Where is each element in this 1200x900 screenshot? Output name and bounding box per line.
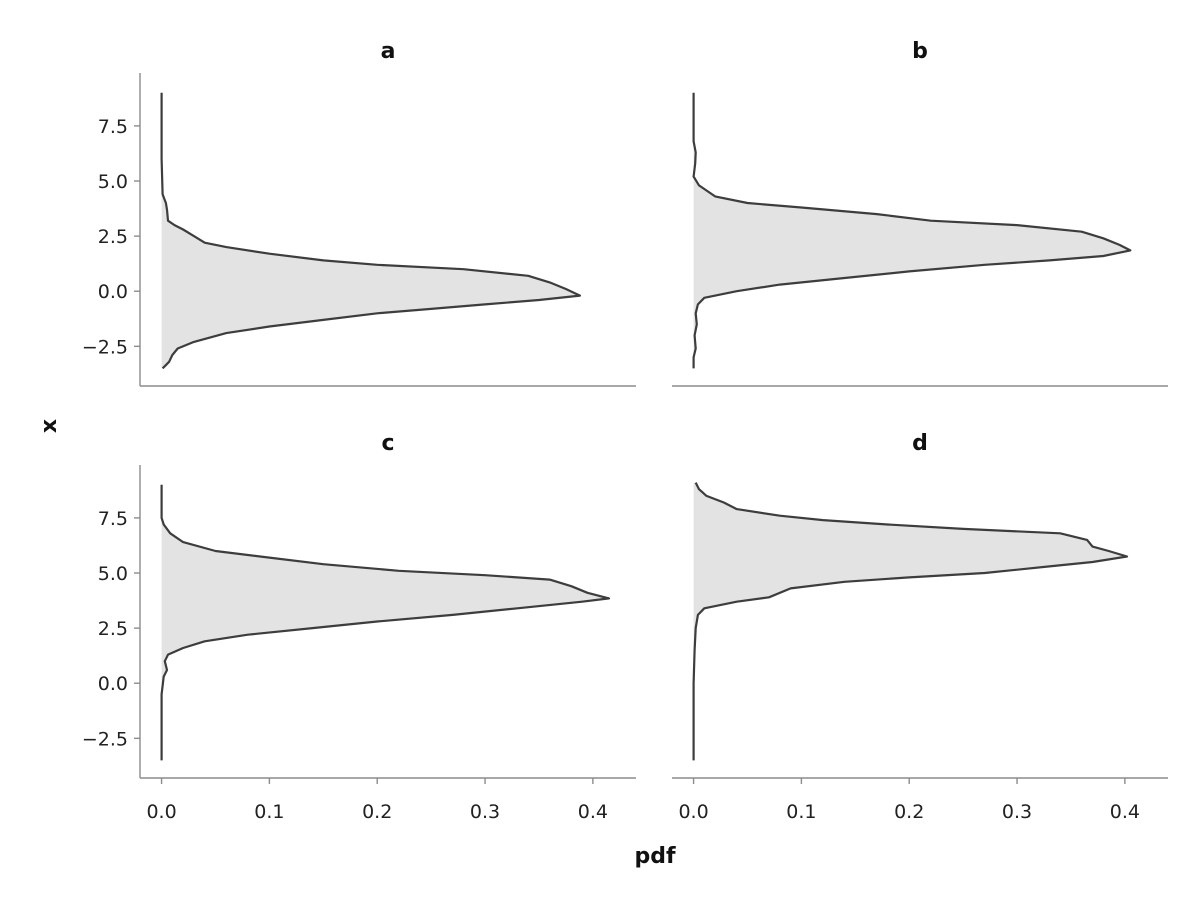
panel-b: b <box>672 39 1168 387</box>
x-tick-label: 0.4 <box>1110 801 1140 823</box>
density-area <box>161 484 609 761</box>
panel-title: b <box>912 39 928 64</box>
x-tick-label: 0.0 <box>678 801 708 823</box>
y-tick-label: 0.0 <box>98 281 128 303</box>
panel-title: d <box>912 431 928 456</box>
y-tick-label: 2.5 <box>98 226 128 248</box>
y-tick-label: 2.5 <box>98 618 128 640</box>
y-tick-label: 5.0 <box>98 171 128 193</box>
y-tick-label: 7.5 <box>98 116 128 138</box>
x-tick-label: 0.3 <box>1002 801 1032 823</box>
density-line <box>160 484 611 761</box>
y-tick-label: 0.0 <box>98 673 128 695</box>
panel-d: d 0.0 0.1 0.2 0.3 0.4 <box>672 431 1168 823</box>
panel-title: c <box>381 431 394 456</box>
x-axis-label: pdf <box>634 844 675 869</box>
x-tick-label: 0.1 <box>786 801 816 823</box>
x-tick-label: 0.3 <box>470 801 500 823</box>
density-area <box>693 92 1131 369</box>
y-tick-label: 5.0 <box>98 563 128 585</box>
density-line <box>160 92 581 370</box>
y-tick-label: 7.5 <box>98 508 128 530</box>
y-tick-label: −2.5 <box>82 336 128 358</box>
panel-c: c −2.5 0.0 2.5 5.0 7.5 0.0 0.1 0.2 0.3 0.4 <box>82 431 636 823</box>
x-tick-label: 0.1 <box>254 801 284 823</box>
x-tick-label: 0.2 <box>362 801 392 823</box>
y-tick-label: −2.5 <box>82 728 128 750</box>
density-line <box>692 482 1129 761</box>
y-axis-label: x <box>37 419 62 433</box>
x-tick-label: 0.2 <box>894 801 924 823</box>
density-area <box>161 92 580 369</box>
density-area <box>693 482 1127 761</box>
x-tick-label: 0.4 <box>578 801 608 823</box>
density-line <box>692 92 1132 369</box>
panel-title: a <box>381 39 396 64</box>
x-tick-label: 0.0 <box>146 801 176 823</box>
panel-a: a −2.5 0.0 2.5 5.0 7.5 <box>82 39 636 387</box>
